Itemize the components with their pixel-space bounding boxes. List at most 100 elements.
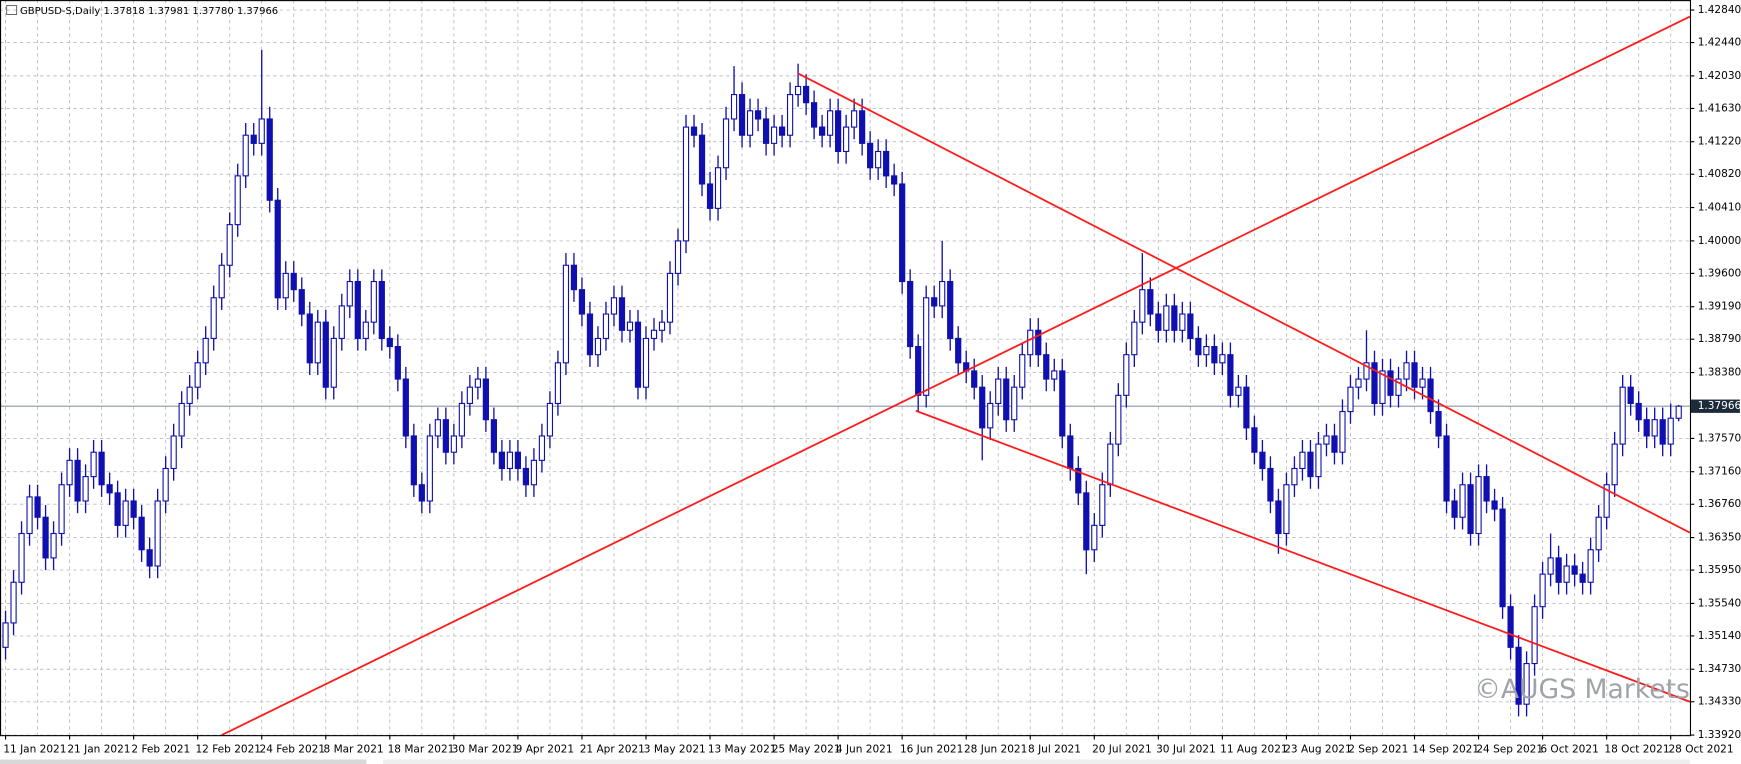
candle-body <box>330 337 337 388</box>
candle-body <box>698 134 706 185</box>
trendline <box>915 409 1691 703</box>
candle-body <box>1659 419 1666 445</box>
candle-body <box>778 126 786 136</box>
candle-body <box>298 289 305 315</box>
candle-body <box>955 337 962 364</box>
candle-body <box>1459 484 1466 518</box>
candle-body <box>314 321 321 364</box>
candle-body <box>210 297 217 339</box>
candle-body <box>362 321 369 339</box>
y-tick-label: 1.33920 <box>1698 729 1741 741</box>
candle-body <box>1107 443 1114 486</box>
candle-body <box>658 321 666 331</box>
candle-body <box>1339 411 1346 453</box>
candle-body <box>106 484 113 494</box>
candle-body <box>202 337 209 364</box>
x-tick-label: 9 Apr 2021 <box>516 744 574 756</box>
candle-body <box>1147 289 1154 315</box>
candle-body <box>82 476 89 502</box>
candle-body <box>867 142 874 169</box>
candle-body <box>1219 354 1226 364</box>
candle-body <box>1307 451 1314 478</box>
candle-body <box>530 459 538 486</box>
candle-body <box>322 321 329 388</box>
candle-body <box>1643 419 1650 437</box>
candle-body <box>1491 500 1498 510</box>
candle-body <box>1195 337 1202 356</box>
y-tick-label: 1.41630 <box>1698 102 1741 114</box>
candle-body <box>186 386 193 405</box>
candle-body <box>170 435 177 470</box>
y-tick-label: 1.35140 <box>1698 630 1741 642</box>
candle-body <box>570 264 578 291</box>
candle-body <box>642 337 650 388</box>
candle-body <box>1051 370 1058 380</box>
y-tick-label: 1.38380 <box>1698 367 1741 379</box>
candle-body <box>1507 606 1514 648</box>
candle-body <box>610 297 618 315</box>
candle-body <box>1467 484 1474 535</box>
candle-body <box>370 280 377 323</box>
candle-body <box>1299 451 1306 470</box>
candle-body <box>1531 606 1538 665</box>
candle-body <box>34 496 41 518</box>
x-tick-label: 18 Mar 2021 <box>388 744 455 756</box>
candle-body <box>450 435 457 453</box>
candle-body <box>899 183 906 283</box>
candle-body <box>18 532 25 583</box>
candle-body <box>226 224 233 266</box>
candle-body <box>1243 386 1250 429</box>
candle-body <box>1235 386 1242 396</box>
x-tick-label: 13 May 2021 <box>708 744 777 756</box>
candle-body <box>1451 500 1458 518</box>
candle-body <box>1035 329 1042 356</box>
y-tick-label: 1.34330 <box>1698 696 1741 708</box>
y-tick-label: 1.42030 <box>1698 70 1741 82</box>
candle-body <box>578 289 586 315</box>
candle-body <box>178 402 185 437</box>
candle-body <box>1475 476 1482 535</box>
candle-body <box>1123 354 1130 396</box>
candle-body <box>1267 467 1274 502</box>
candle-body <box>1395 378 1402 396</box>
candle-body <box>738 94 746 136</box>
candle-body <box>266 118 273 201</box>
y-tick-label: 1.35540 <box>1698 597 1741 609</box>
candle-body <box>490 419 497 453</box>
candle-body <box>971 370 978 388</box>
candle-body <box>74 459 81 502</box>
y-tick-label: 1.37160 <box>1698 466 1741 478</box>
candle-body <box>626 321 634 331</box>
candle-body <box>242 134 249 177</box>
axes: 1.42840 1.42440 1.42030 1.41630 1.41220 1.408… <box>3 4 1741 755</box>
candle-body <box>754 110 762 120</box>
candle-body <box>130 500 137 518</box>
candle-body <box>1291 467 1298 486</box>
candle-body <box>794 85 802 96</box>
candle-body <box>1483 476 1490 502</box>
candle-body <box>474 378 481 388</box>
candle-body <box>1547 557 1554 575</box>
candle-body <box>514 451 522 470</box>
candle-body <box>1283 484 1290 535</box>
candle-body <box>883 150 890 177</box>
candle-body <box>722 118 730 169</box>
candle-body <box>915 345 922 396</box>
candle-body <box>714 167 722 209</box>
candle-body <box>410 435 417 486</box>
candle-body <box>58 484 65 535</box>
candle-body <box>338 305 345 339</box>
candle-body <box>522 467 530 486</box>
plot-frame <box>0 0 1692 737</box>
candle-body <box>1619 386 1626 445</box>
x-tick-label: 12 Feb 2021 <box>195 744 261 756</box>
candle-body <box>1363 362 1370 380</box>
x-tick-label: 3 May 2021 <box>644 744 706 756</box>
candle-body <box>650 329 658 339</box>
y-tick-label: 1.36760 <box>1698 498 1741 510</box>
x-tick-label: 2 Sep 2021 <box>1348 744 1408 756</box>
candle-body <box>10 581 17 624</box>
y-tick-label: 1.40410 <box>1698 202 1741 214</box>
candle-body <box>426 435 433 502</box>
candle-body <box>674 240 682 274</box>
